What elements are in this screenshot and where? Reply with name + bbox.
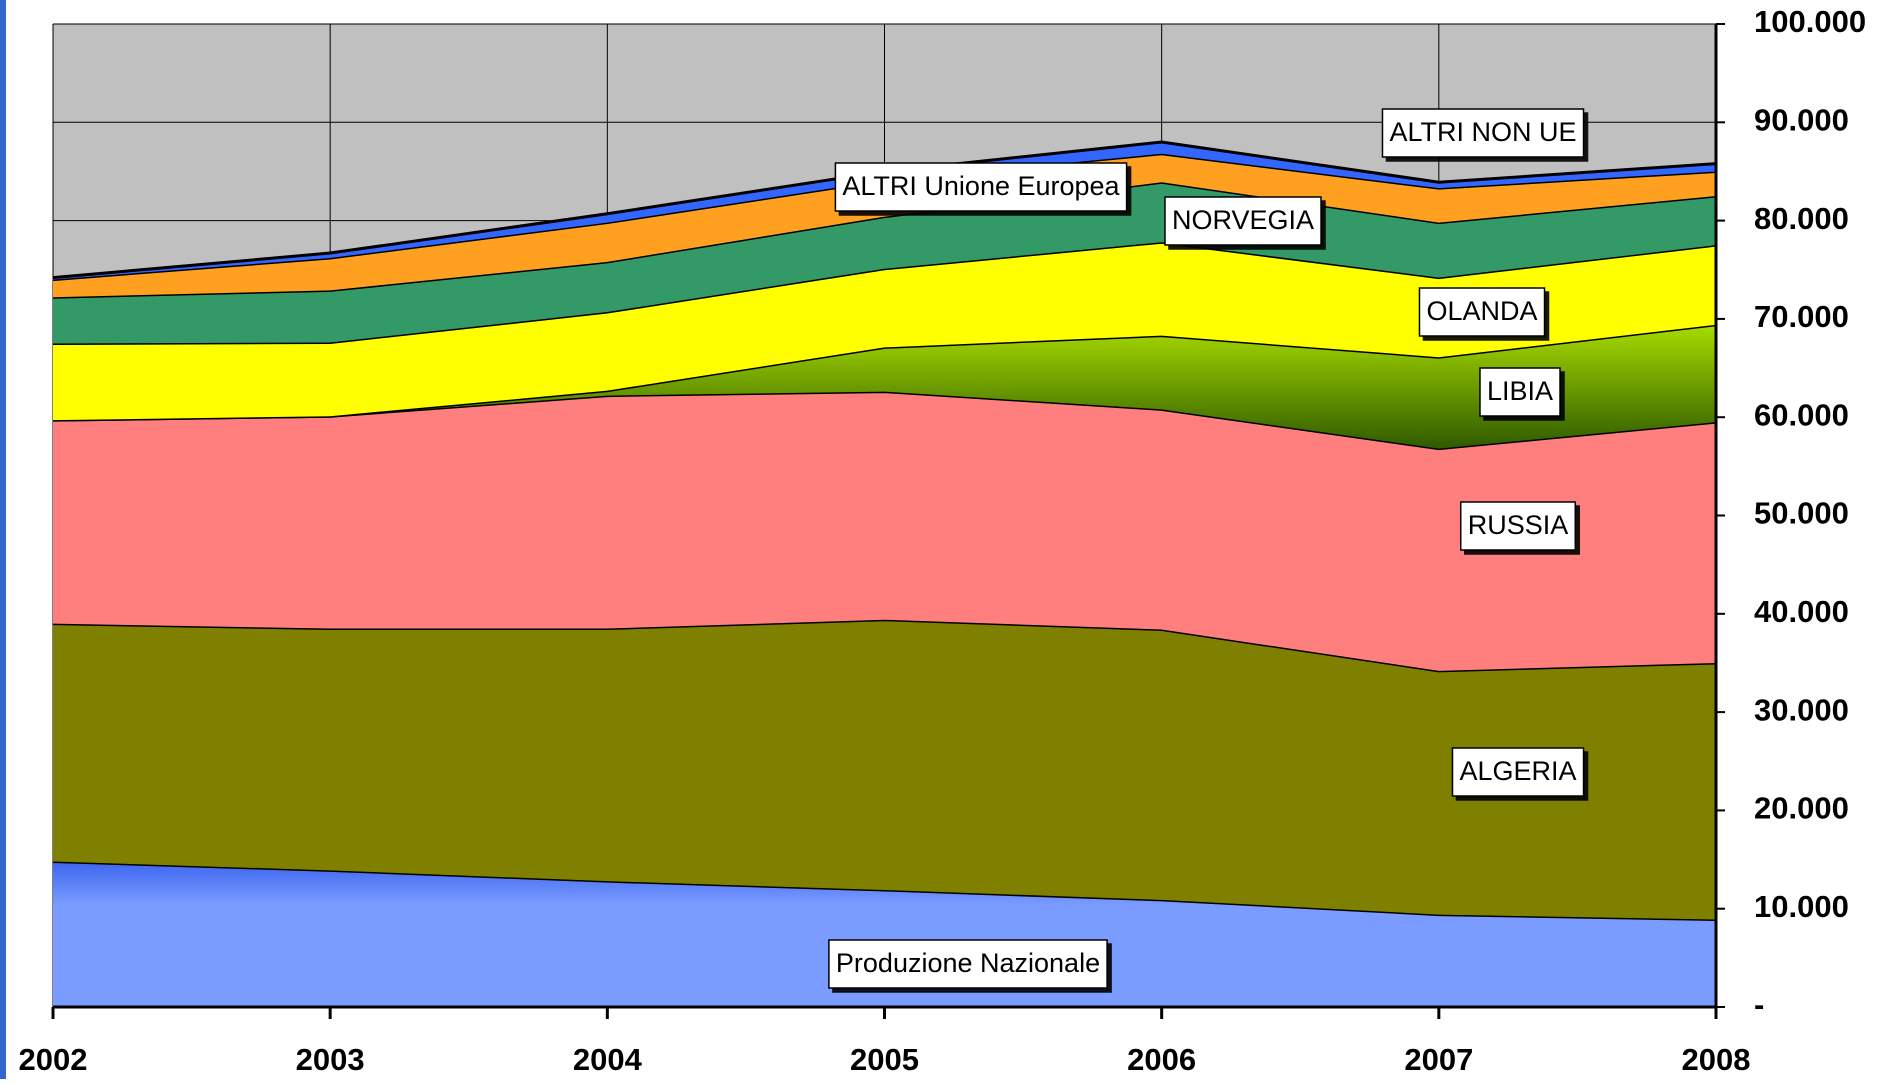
series-label: OLANDA xyxy=(1426,296,1537,326)
series-label-box xyxy=(1418,287,1546,337)
series-label: NORVEGIA xyxy=(1172,205,1314,235)
y-tick-label: 90.000 xyxy=(1754,102,1849,137)
axes: - 10.000 20.000 30.000 40.000 50.000 60.000 70.… xyxy=(19,4,1867,1077)
series-label: ALGERIA xyxy=(1459,756,1576,786)
series-label-box xyxy=(1479,367,1561,417)
y-tick-label: 70.000 xyxy=(1754,299,1849,334)
y-tick-label: 50.000 xyxy=(1754,496,1849,531)
labels: Produzione Nazionale ALGERIA RUSSIA LIBIA OL… xyxy=(828,108,1585,989)
area xyxy=(53,153,1716,298)
series-label-box xyxy=(1381,108,1585,158)
series-label: LIBIA xyxy=(1487,376,1553,406)
y-tick-label: 30.000 xyxy=(1754,692,1849,727)
x-tick-label: 2002 xyxy=(19,1042,88,1077)
y-tick-label: - xyxy=(1754,987,1764,1022)
series-label-box xyxy=(1164,196,1322,246)
y-tick-label: 60.000 xyxy=(1754,397,1849,432)
series-label: ALTRI NON UE xyxy=(1389,117,1576,147)
series-label-box xyxy=(834,162,1128,212)
areas xyxy=(52,140,1717,1007)
x-tick-label: 2003 xyxy=(296,1042,365,1077)
area xyxy=(53,141,1716,280)
area xyxy=(53,242,1716,421)
x-tick-label: 2008 xyxy=(1682,1042,1751,1077)
series-label: Produzione Nazionale xyxy=(836,948,1100,978)
area xyxy=(53,324,1716,449)
series-label: ALTRI Unione Europea xyxy=(842,171,1120,201)
series-label-box xyxy=(1459,501,1577,551)
left-border xyxy=(0,0,6,1079)
x-tick-label: 2005 xyxy=(850,1042,919,1077)
x-tick-label: 2004 xyxy=(573,1042,643,1077)
area xyxy=(53,861,1716,1007)
y-tick-label: 100.000 xyxy=(1754,4,1866,39)
y-tick-label: 20.000 xyxy=(1754,791,1849,826)
series-label: RUSSIA xyxy=(1468,510,1569,540)
y-tick-label: 80.000 xyxy=(1754,201,1849,236)
y-tick-label: 10.000 xyxy=(1754,889,1849,924)
series-label-box xyxy=(828,939,1108,989)
area xyxy=(53,619,1716,920)
x-tick-label: 2007 xyxy=(1404,1042,1473,1077)
area xyxy=(53,391,1716,671)
y-tick-label: 40.000 xyxy=(1754,594,1849,629)
x-tick-label: 2006 xyxy=(1127,1042,1196,1077)
series-label-box xyxy=(1451,747,1585,797)
